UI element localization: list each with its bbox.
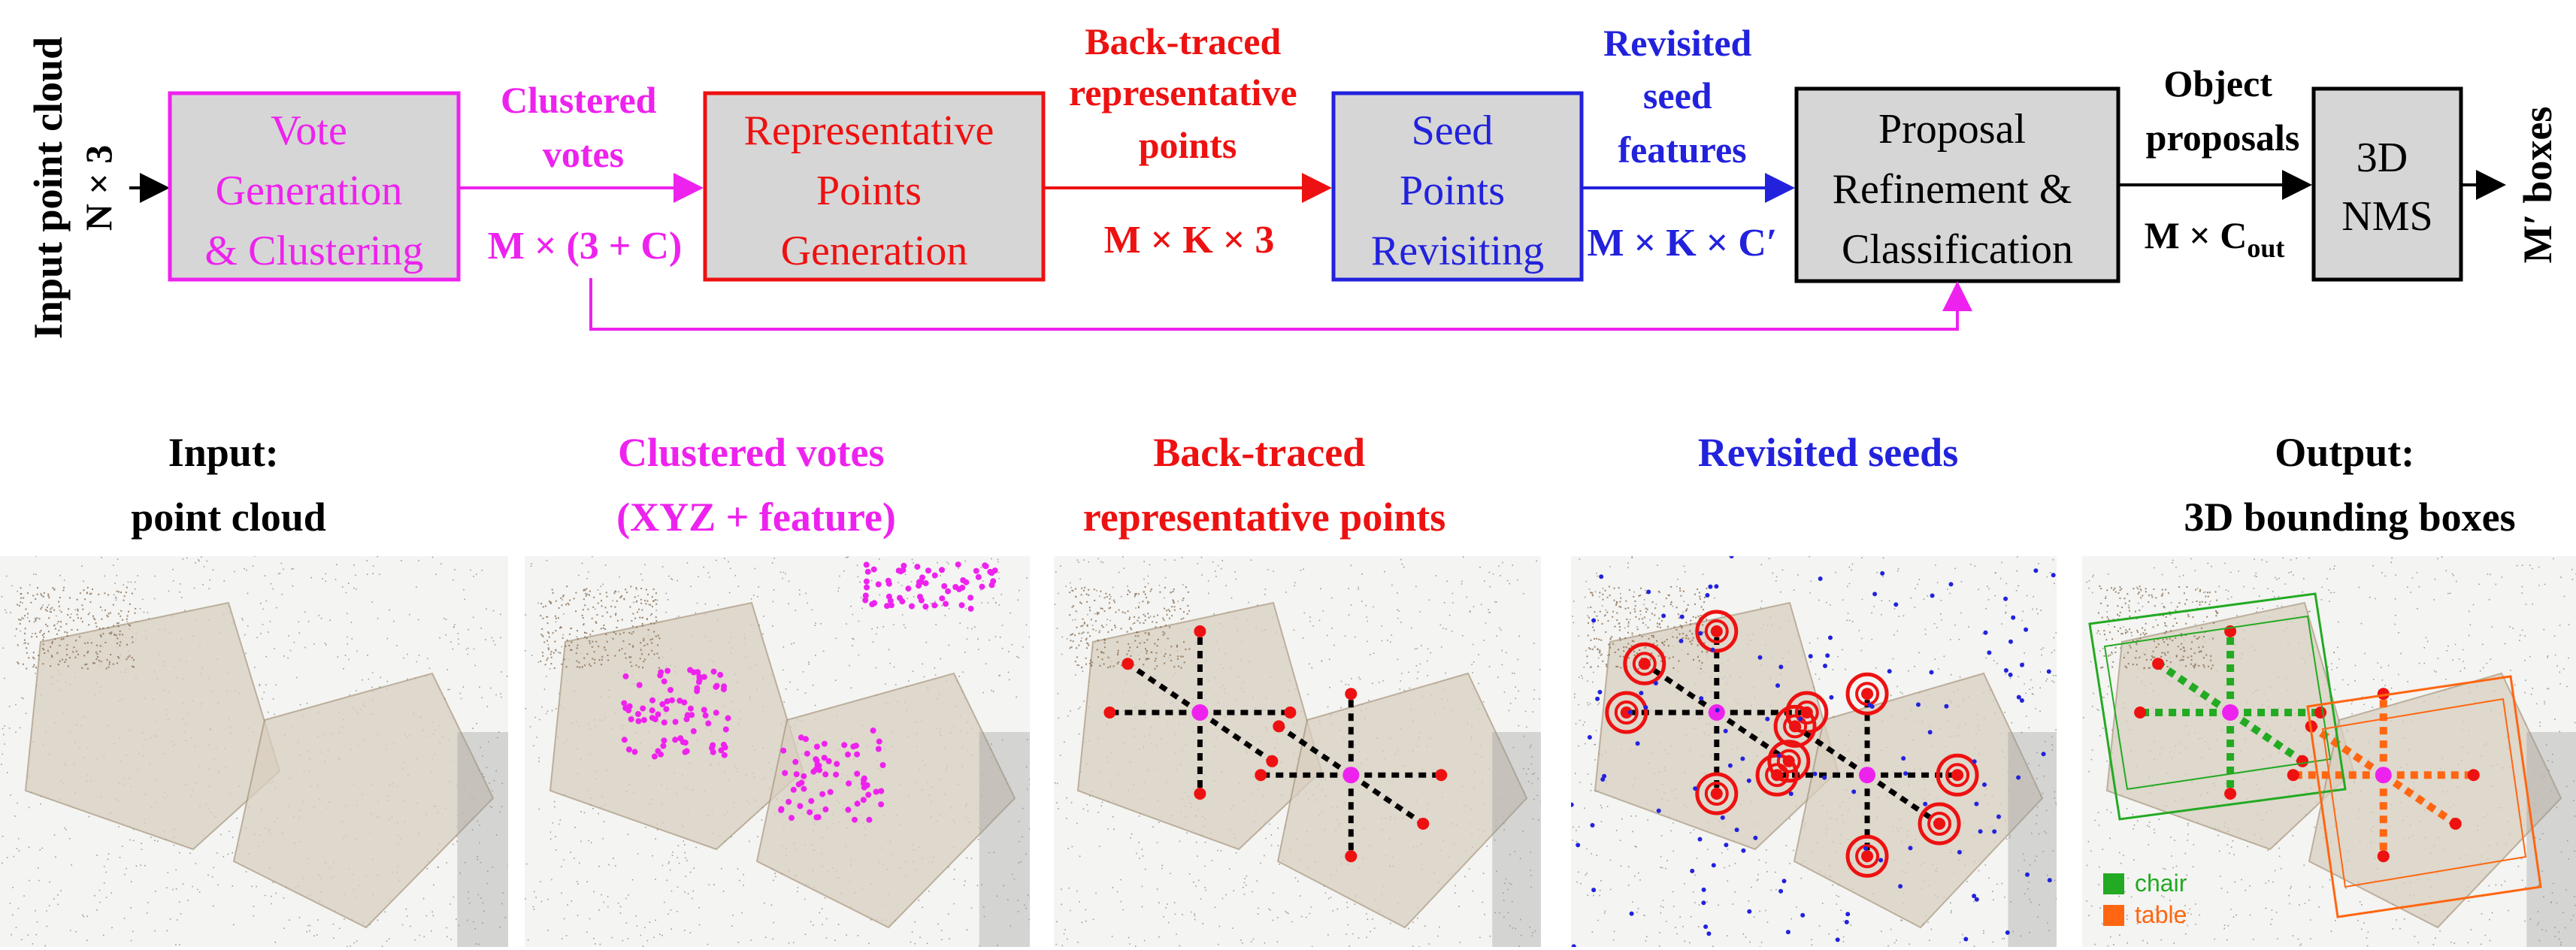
clustered-votes-edge-label: Clustered votes <box>501 79 666 175</box>
scene-panel-clustered-votes <box>525 556 1030 947</box>
point-cloud <box>1054 556 1541 947</box>
legend-label-chair: chair <box>2135 870 2187 897</box>
scene-panel-back-traced <box>1054 556 1541 947</box>
panel-title-clustered-votes: Clustered votes (XYZ + feature) <box>616 430 896 540</box>
seed-points-revisiting-box <box>1331 91 1584 282</box>
clustered-votes-dims: M × (3 + C) <box>488 225 683 268</box>
panel-images <box>0 556 2576 947</box>
panel-title-output: Output: 3D bounding boxes <box>2184 430 2515 540</box>
panel-title-input: Input: point cloud <box>131 430 326 540</box>
point-cloud <box>2082 556 2576 947</box>
panel-title-back-traced: Back-traced representative points <box>1083 430 1445 540</box>
scene-panel-revisited-seeds <box>1571 556 2057 947</box>
revisited-seed-features-dims: M × K × C′ <box>1588 222 1778 265</box>
object-proposals-edge-label: Object proposals <box>2146 62 2300 159</box>
legend-swatch-chair <box>2103 873 2124 894</box>
point-cloud <box>1571 556 2057 947</box>
3d-nms-label: 3D NMS <box>2341 135 2432 240</box>
panel-title-revisited-seeds: Revisited seeds <box>1698 430 1958 475</box>
input-dims: N × 3 <box>77 145 120 231</box>
point-cloud <box>0 556 508 947</box>
back-traced-edge-label: Back-traced representative points <box>1069 20 1306 166</box>
representative-points-generation-box <box>703 91 1046 282</box>
seed-points-revisiting-label: Seed Points Revisiting <box>1371 107 1544 274</box>
legend-swatch-table <box>2103 905 2124 926</box>
revisited-seed-features-edge-label: Revisited seed features <box>1603 22 1761 171</box>
back-traced-dims: M × K × 3 <box>1104 219 1275 262</box>
input-label: Input point cloud <box>26 37 71 339</box>
scene-panel-output <box>2082 556 2576 947</box>
scene-panel-input <box>0 556 508 947</box>
vote-generation-clustering-label: Vote Generation & Clustering <box>205 107 424 274</box>
legend: chair table <box>2103 870 2187 928</box>
point-cloud <box>525 556 1030 947</box>
proposal-refinement-classification-label: Proposal Refinement & Classification <box>1833 106 2083 273</box>
legend-label-table: table <box>2135 901 2187 928</box>
panel-titles: Input: point cloud Clustered votes (XYZ … <box>131 430 2515 540</box>
object-proposals-dims: M × Cout <box>2145 214 2285 263</box>
vote-generation-clustering-box <box>168 91 461 282</box>
3d-nms-box <box>2311 86 2463 282</box>
proposal-refinement-classification-box <box>1794 86 2120 283</box>
output-label: M′ boxes <box>2515 107 2560 264</box>
representative-points-generation-label: Representative Points Generation <box>744 107 1005 274</box>
pipeline-row: Input point cloud N × 3 Vote Generation … <box>26 20 2560 339</box>
skip-connection-arrow <box>589 278 1972 331</box>
